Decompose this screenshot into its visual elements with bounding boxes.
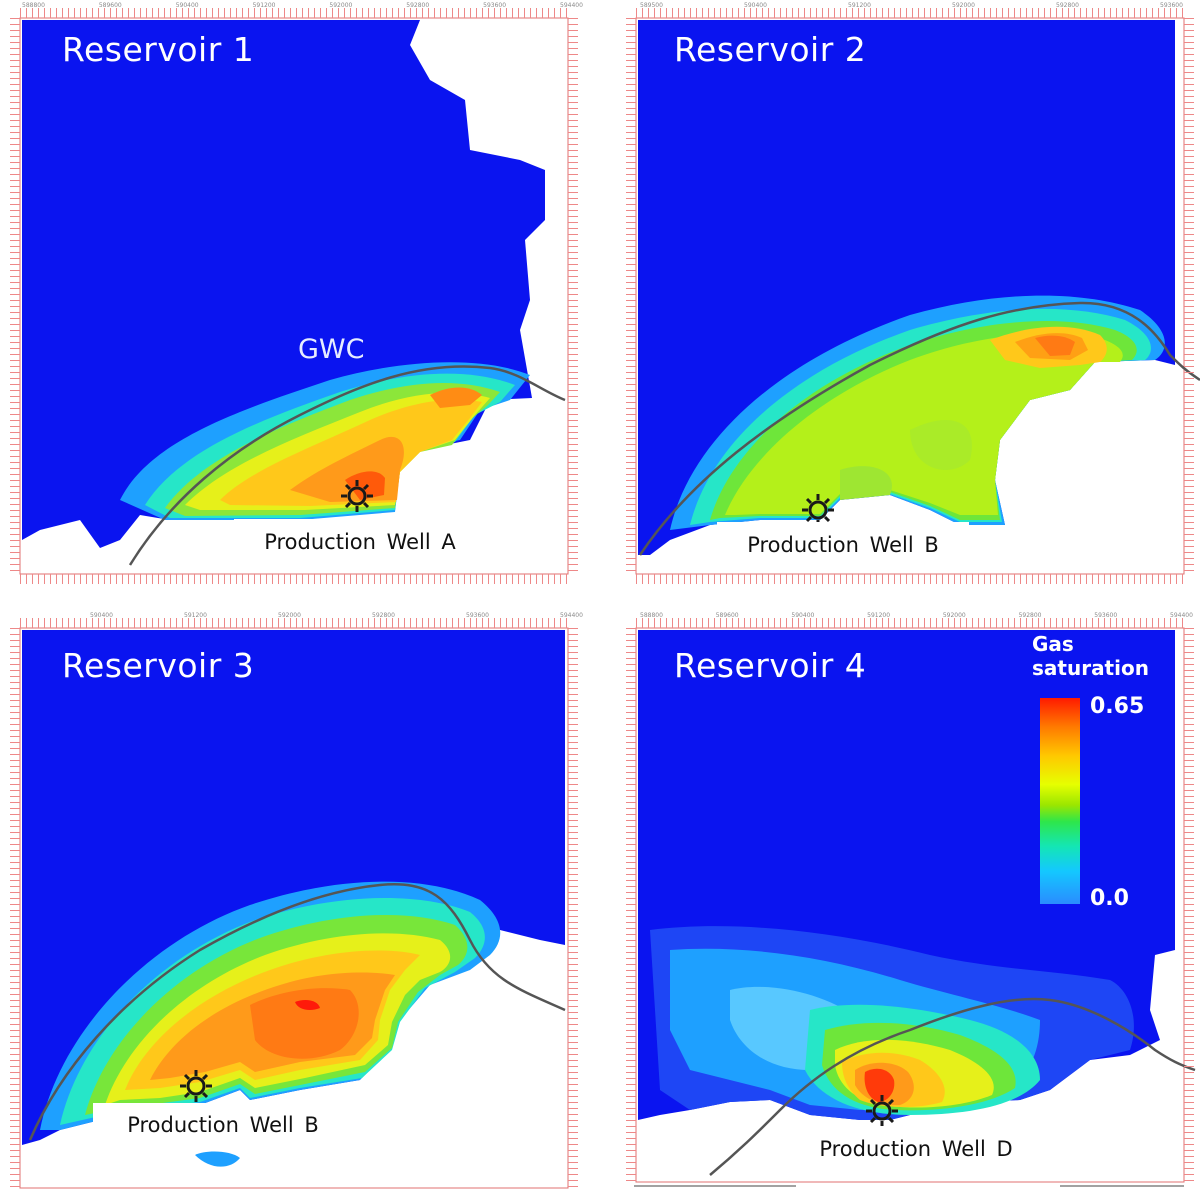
left-axis-ticks: [10, 18, 20, 574]
left-axis-ticks: [10, 628, 20, 1188]
axis-coordinate-label: 592800: [1018, 612, 1042, 619]
axis-coordinate-label: 594400: [560, 2, 583, 9]
well-label: Production Well A: [234, 519, 486, 565]
panel-reservoir-4: Reservoir 4 Gas saturation 0.65 0.0 Prod…: [610, 610, 1200, 1196]
legend-title-line1: Gas: [1032, 632, 1074, 656]
gwc-annotation: GWC: [298, 334, 365, 365]
left-axis-ticks: [626, 628, 636, 1182]
axis-coordinate-label: 590400: [90, 612, 113, 619]
right-axis-ticks: [568, 18, 578, 574]
well-label: Production Well D: [784, 1126, 1048, 1172]
saturation-map-2: [610, 0, 1200, 590]
bottom-axis-ticks: [20, 574, 568, 584]
axis-coordinate-label: 589600: [98, 2, 122, 9]
axis-coordinate-label: 590400: [791, 612, 815, 619]
saturation-map-4: [610, 610, 1200, 1196]
axis-coordinate-label: 593600: [1160, 2, 1183, 9]
bottom-axis-ticks: [636, 574, 1184, 584]
right-axis-ticks: [1184, 628, 1194, 1182]
panel-reservoir-3: Reservoir 3 Production Well B: [0, 610, 590, 1196]
axis-coordinate-label: 593600: [1094, 612, 1118, 619]
left-axis-ticks: [626, 18, 636, 574]
axis-coordinate-label: 593600: [466, 612, 489, 619]
panel-reservoir-2: Reservoir 2 Production Well B: [610, 0, 1200, 590]
axis-coordinate-label: 591200: [848, 2, 871, 9]
legend-min-label: 0.0: [1090, 886, 1129, 911]
saturation-map-3: [0, 610, 590, 1196]
sun-well-icon: [802, 494, 834, 526]
axis-coordinate-label: 590400: [175, 2, 199, 9]
sun-well-icon: [866, 1095, 898, 1127]
axis-coordinate-label: 594400: [1170, 612, 1193, 619]
right-axis-ticks: [568, 628, 578, 1188]
top-axis-ticks: [20, 618, 568, 628]
axis-coordinate-label: 589600: [715, 612, 739, 619]
color-scale-bar: [1040, 698, 1080, 904]
axis-coordinate-label: 589500: [640, 2, 663, 9]
panel-title: Reservoir 2: [674, 30, 867, 69]
axis-coordinate-label: 592800: [1056, 2, 1079, 9]
axis-coordinate-label: 588800: [22, 2, 45, 9]
axis-coordinate-label: 594400: [560, 612, 583, 619]
axis-coordinate-label: 592000: [952, 2, 975, 9]
legend-title-line2: saturation: [1032, 656, 1149, 680]
axis-coordinate-label: 592800: [406, 2, 430, 9]
axis-coordinate-label: 592000: [278, 612, 301, 619]
well-label: Production Well B: [93, 1103, 353, 1147]
axis-coordinate-label: 593600: [483, 2, 507, 9]
axis-coordinate-label: 592800: [372, 612, 395, 619]
sun-well-icon: [341, 480, 373, 512]
legend-max-label: 0.65: [1090, 694, 1145, 719]
axis-coordinate-label: 590400: [744, 2, 767, 9]
sun-well-icon: [180, 1070, 212, 1102]
panel-title: Reservoir 4: [674, 646, 867, 685]
right-axis-ticks: [1184, 18, 1194, 574]
axis-coordinate-label: 592000: [942, 612, 966, 619]
top-axis-ticks: [636, 618, 1184, 628]
legend-title: Gas saturation: [1032, 632, 1149, 680]
top-axis-ticks: [20, 8, 568, 18]
panel-title: Reservoir 3: [62, 646, 255, 685]
axis-coordinate-label: 591200: [252, 2, 276, 9]
panel-title: Reservoir 1: [62, 30, 255, 69]
axis-coordinate-label: 591200: [184, 612, 207, 619]
panel-reservoir-1: Reservoir 1 GWC Production Well A: [0, 0, 590, 590]
axis-coordinate-label: 591200: [867, 612, 891, 619]
saturation-map-1: [0, 0, 590, 590]
well-label: Production Well B: [717, 522, 969, 568]
axis-coordinate-label: 588800: [640, 612, 663, 619]
top-axis-ticks: [636, 8, 1184, 18]
axis-coordinate-label: 592000: [329, 2, 353, 9]
